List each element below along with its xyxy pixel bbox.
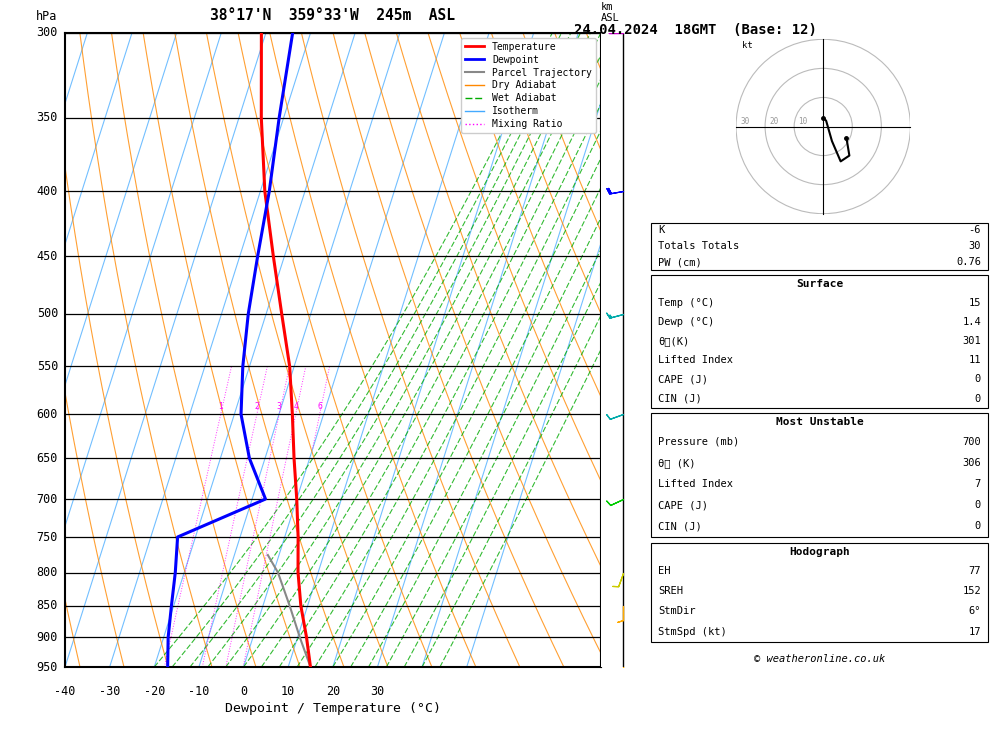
Text: 4: 4 [293, 402, 298, 411]
Text: 500: 500 [37, 307, 58, 320]
Text: 152: 152 [962, 586, 981, 597]
Text: Most Unstable: Most Unstable [776, 417, 864, 427]
Text: 800: 800 [37, 566, 58, 579]
Bar [651, 223, 988, 270]
Text: 30: 30 [968, 241, 981, 251]
Text: CAPE (J): CAPE (J) [658, 501, 708, 510]
Text: -30: -30 [99, 685, 120, 698]
Text: StmSpd (kt): StmSpd (kt) [658, 627, 727, 636]
Text: 7: 7 [975, 479, 981, 489]
Text: 6°: 6° [968, 606, 981, 616]
Text: 15: 15 [968, 298, 981, 308]
Text: LCL: LCL [602, 564, 619, 574]
Text: 24.04.2024  18GMT  (Base: 12): 24.04.2024 18GMT (Base: 12) [574, 23, 816, 37]
Text: 650: 650 [37, 452, 58, 465]
Text: CIN (J): CIN (J) [658, 394, 702, 404]
Text: hPa: hPa [36, 10, 57, 23]
Text: 2: 2 [254, 402, 259, 411]
Text: -20: -20 [144, 685, 165, 698]
Text: 950: 950 [37, 660, 58, 674]
Text: © weatheronline.co.uk: © weatheronline.co.uk [754, 654, 885, 664]
Text: -6: -6 [602, 300, 614, 310]
Text: CIN (J): CIN (J) [658, 521, 702, 531]
Text: 0: 0 [240, 685, 247, 698]
Text: Pressure (mb): Pressure (mb) [658, 437, 740, 446]
Text: Dewp (°C): Dewp (°C) [658, 317, 715, 327]
Text: 300: 300 [37, 26, 58, 40]
Bar [651, 543, 988, 641]
Text: 0.76: 0.76 [956, 257, 981, 268]
Text: -10: -10 [188, 685, 210, 698]
Text: 11: 11 [968, 356, 981, 365]
Text: Lifted Index: Lifted Index [658, 356, 733, 365]
Text: 1: 1 [218, 402, 223, 411]
Text: 0: 0 [975, 521, 981, 531]
Text: 350: 350 [37, 111, 58, 125]
Text: Lifted Index: Lifted Index [658, 479, 733, 489]
Bar [651, 413, 988, 537]
Text: -2: -2 [602, 564, 614, 574]
Text: -5: -5 [602, 369, 614, 380]
Text: θᴇ(K): θᴇ(K) [658, 336, 690, 346]
Text: Dewpoint / Temperature (°C): Dewpoint / Temperature (°C) [225, 702, 441, 715]
Text: -4: -4 [602, 438, 614, 448]
Text: 6: 6 [317, 402, 322, 411]
Text: Hodograph: Hodograph [789, 548, 850, 557]
Text: 306: 306 [962, 458, 981, 468]
Text: 1.4: 1.4 [962, 317, 981, 327]
Text: 700: 700 [37, 493, 58, 506]
Text: 600: 600 [37, 408, 58, 421]
Text: StmDir: StmDir [658, 606, 696, 616]
Text: Temp (°C): Temp (°C) [658, 298, 715, 308]
Text: θᴇ (K): θᴇ (K) [658, 458, 696, 468]
Text: 0: 0 [975, 375, 981, 385]
Text: -3: -3 [602, 502, 614, 512]
Text: Totals Totals: Totals Totals [658, 241, 740, 251]
Text: 301: 301 [962, 336, 981, 346]
Text: -6: -6 [968, 226, 981, 235]
Text: 38°17'N  359°33'W  245m  ASL: 38°17'N 359°33'W 245m ASL [210, 9, 455, 23]
Text: SREH: SREH [658, 586, 683, 597]
Text: 3: 3 [277, 402, 282, 411]
Legend: Temperature, Dewpoint, Parcel Trajectory, Dry Adiabat, Wet Adiabat, Isotherm, Mi: Temperature, Dewpoint, Parcel Trajectory… [461, 38, 596, 133]
Text: K: K [658, 226, 665, 235]
Text: 0: 0 [975, 501, 981, 510]
Text: PW (cm): PW (cm) [658, 257, 702, 268]
Text: 700: 700 [962, 437, 981, 446]
Text: 10: 10 [281, 685, 295, 698]
Text: 77: 77 [968, 566, 981, 576]
Text: 20: 20 [326, 685, 340, 698]
Text: EH: EH [658, 566, 671, 576]
Text: 30: 30 [370, 685, 385, 698]
Text: -7: -7 [602, 226, 614, 236]
Text: 750: 750 [37, 531, 58, 543]
Text: -40: -40 [54, 685, 76, 698]
Text: 900: 900 [37, 631, 58, 644]
Text: Surface: Surface [796, 279, 843, 289]
Text: 550: 550 [37, 360, 58, 373]
Text: 450: 450 [37, 249, 58, 262]
Bar [651, 275, 988, 408]
Text: -1: -1 [602, 611, 614, 620]
Text: km
ASL: km ASL [601, 2, 619, 23]
Text: Mixing Ratio (g/kg): Mixing Ratio (g/kg) [625, 290, 635, 410]
Text: 400: 400 [37, 185, 58, 198]
Text: CAPE (J): CAPE (J) [658, 375, 708, 385]
Text: -8: -8 [602, 148, 614, 158]
Text: 0: 0 [975, 394, 981, 404]
Text: 17: 17 [968, 627, 981, 636]
Text: 850: 850 [37, 600, 58, 612]
